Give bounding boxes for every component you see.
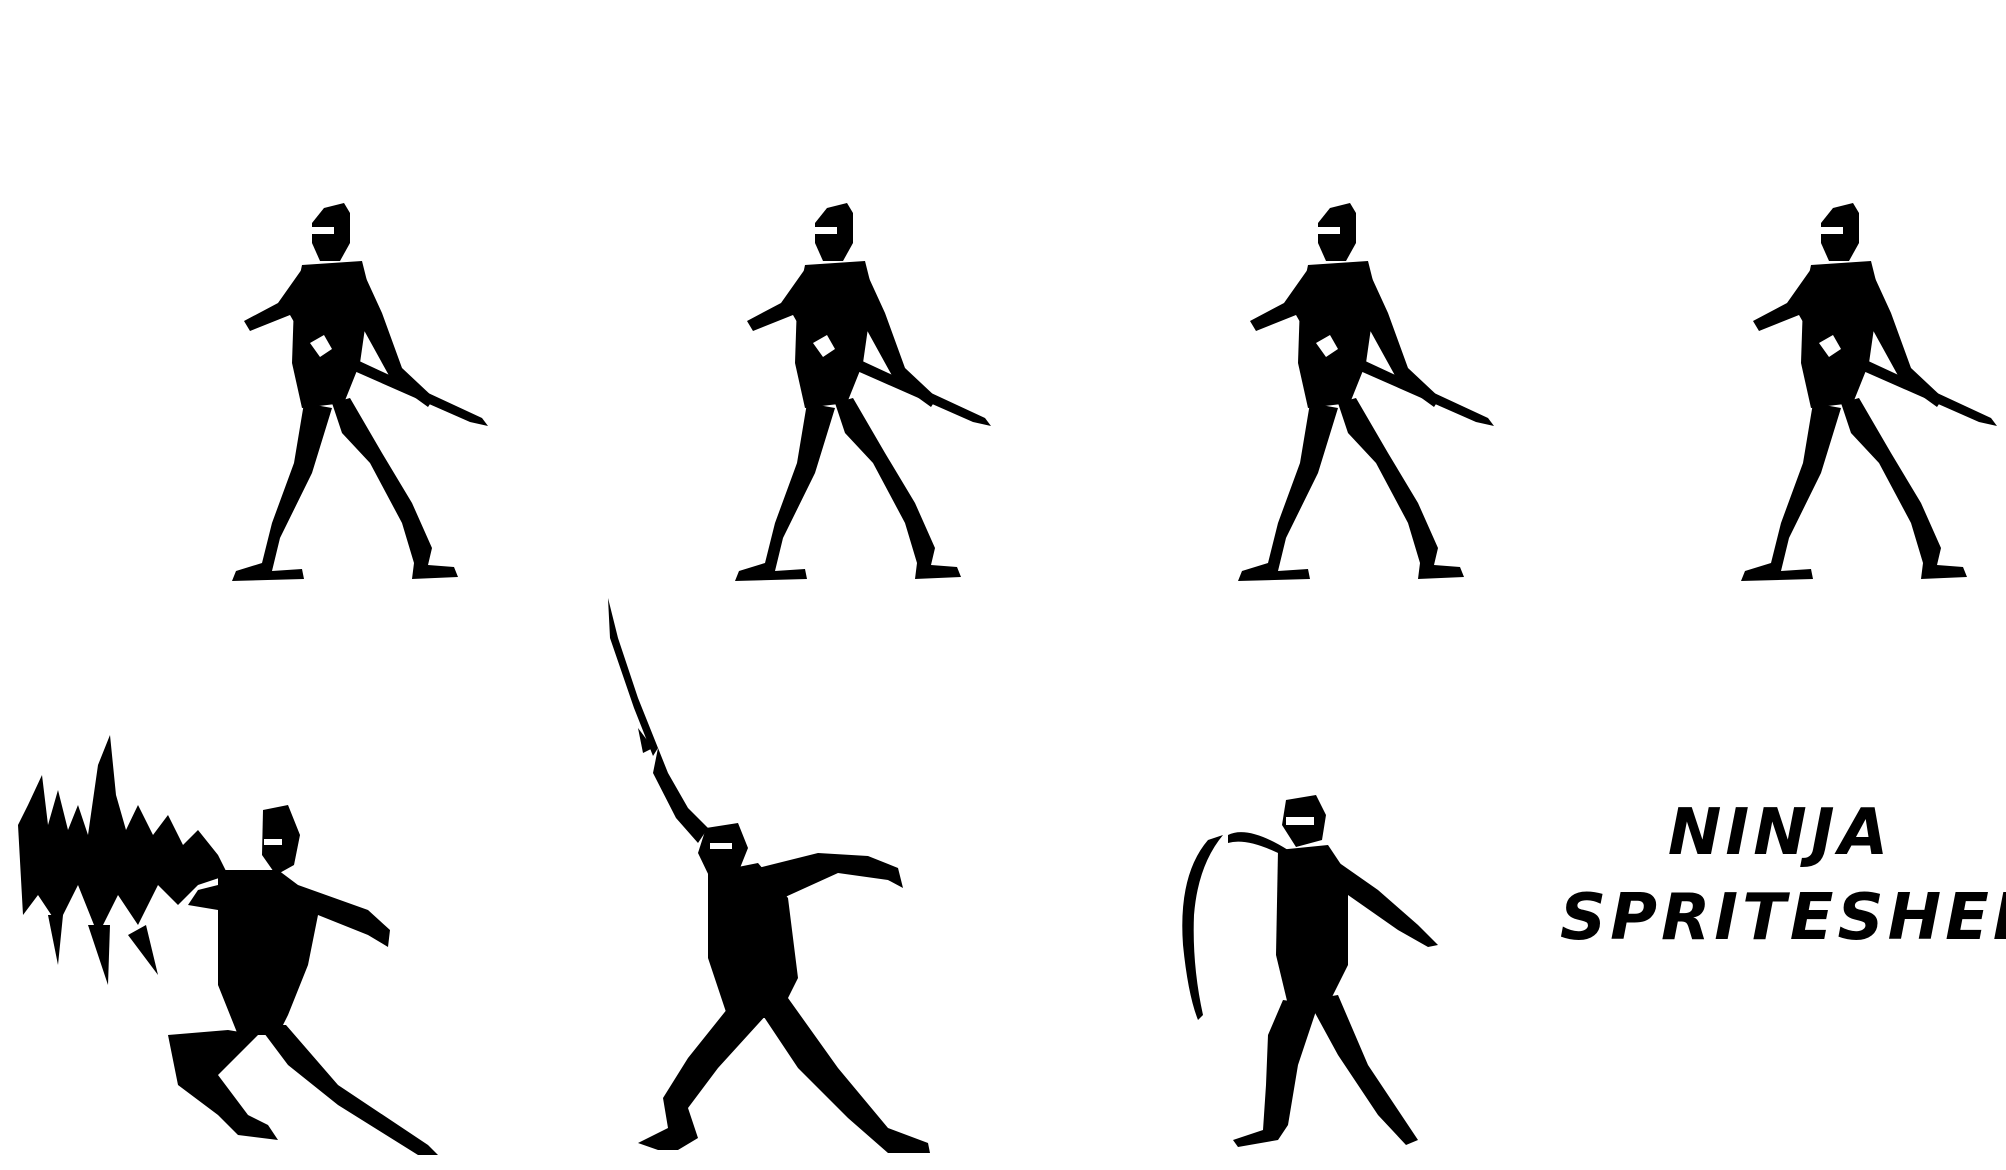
ninja-sprite-frame-4 (1741, 203, 1997, 581)
ninja-sprite-frame-3 (1238, 203, 1494, 581)
ninja-sprite-frame-2 (735, 203, 991, 581)
spritesheet-title: NINJA SPRITESHEET (1560, 796, 2006, 956)
ninja-sprite-frame-5 (18, 735, 438, 1155)
ninja-sprite-frame-7 (1182, 795, 1438, 1147)
title-line-2: SPRITESHEET (1560, 881, 2006, 956)
ninja-sprite-frame-1 (232, 203, 488, 581)
title-line-1: NINJA (1667, 796, 1893, 870)
ninja-sprite-frame-6 (608, 598, 930, 1153)
